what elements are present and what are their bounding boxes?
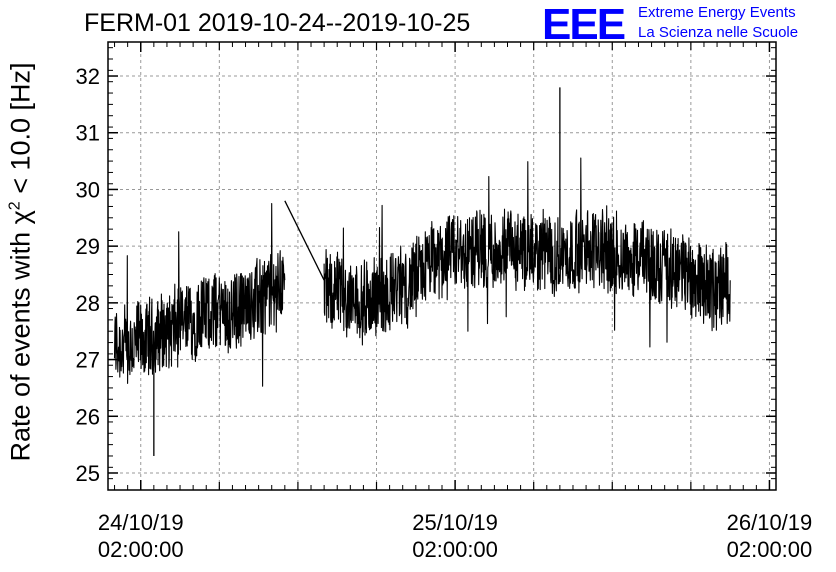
series-line-segment-1	[323, 157, 731, 348]
y-tick-label-32: 32	[76, 64, 100, 89]
series-line-segment-0	[113, 203, 286, 387]
y-tick-label-26: 26	[76, 404, 100, 429]
x-tick-label-date-2: 26/10/19	[727, 510, 813, 535]
x-tick-label-date-1: 25/10/19	[412, 510, 498, 535]
y-tick-label-29: 29	[76, 234, 100, 259]
y-tick-label-30: 30	[76, 177, 100, 202]
logo-line-1: Extreme Energy Events	[638, 4, 796, 21]
x-tick-label-date-0: 24/10/19	[98, 510, 184, 535]
y-tick-label-28: 28	[76, 291, 100, 316]
tick-labels: 252627282930313224/10/1902:00:0025/10/19…	[76, 64, 813, 562]
x-tick-label-time-0: 02:00:00	[98, 537, 184, 562]
y-axis-label-unit: < 10.0 [Hz]	[5, 62, 36, 202]
eee-logo: EEE	[542, 0, 626, 49]
logo-line-2: La Scienza nelle Scuole	[638, 24, 799, 41]
gap-connector	[284, 200, 325, 281]
y-tick-label-25: 25	[76, 461, 100, 486]
y-tick-label-31: 31	[76, 121, 100, 146]
y-axis-label-text: Rate of events with χ	[5, 210, 36, 462]
y-axis-label-superscript: 2	[6, 201, 24, 211]
y-axis-label: Rate of events with χ2 < 10.0 [Hz]	[6, 62, 37, 461]
y-tick-label-27: 27	[76, 348, 100, 373]
x-tick-label-time-2: 02:00:00	[727, 537, 813, 562]
chart-title: FERM-01 2019-10-24--2019-10-25	[84, 9, 471, 37]
axis-ticks	[108, 42, 776, 491]
x-tick-label-time-1: 02:00:00	[412, 537, 498, 562]
series-rate	[113, 87, 731, 456]
